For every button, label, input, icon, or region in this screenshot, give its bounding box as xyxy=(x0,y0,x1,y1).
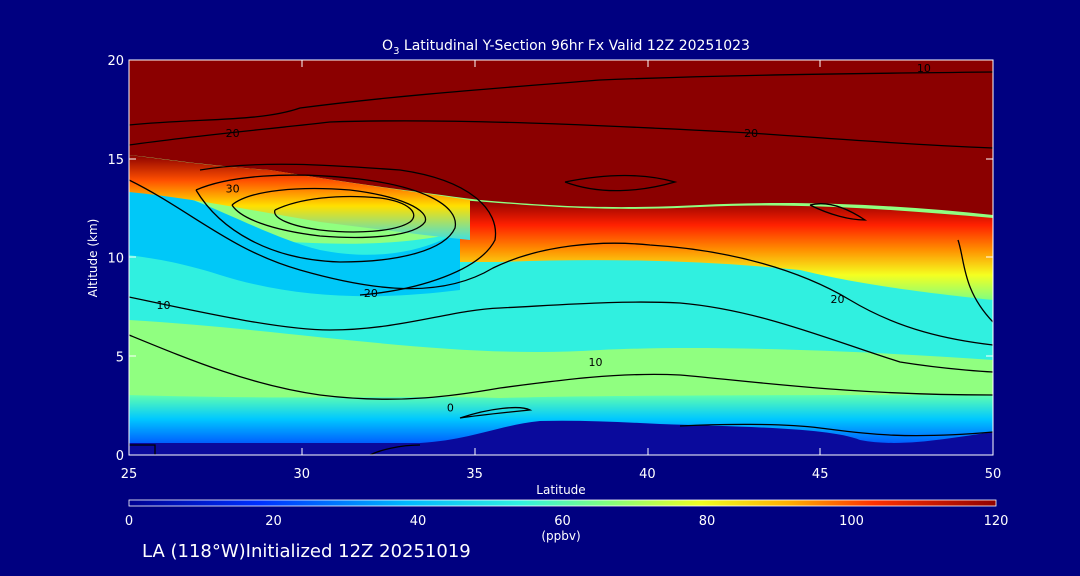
x-axis-label: Latitude xyxy=(536,483,585,497)
colorbar xyxy=(128,499,997,507)
field-tropopause-west xyxy=(129,155,470,240)
contour-line xyxy=(679,423,993,437)
y-tick-label: 10 xyxy=(107,252,124,267)
x-tick-label: 25 xyxy=(121,467,138,482)
contour-line xyxy=(957,239,993,323)
x-tick-labels: 25 30 35 40 45 50 xyxy=(121,467,1002,482)
contour-label: 10 xyxy=(917,62,931,75)
contour-line xyxy=(564,174,678,192)
y-axis-label: Altitude (km) xyxy=(86,219,100,298)
colorbar-tick-label: 40 xyxy=(410,514,427,529)
contour-label: 20 xyxy=(226,127,240,140)
contour-lines xyxy=(129,71,993,455)
contour-line xyxy=(231,187,427,239)
colorbar-tick-labels: 0 20 40 60 80 100 120 xyxy=(125,514,1009,529)
field-tropopause-east xyxy=(460,200,993,300)
y-tick-label: 15 xyxy=(107,153,124,168)
chart-title: O3 Latitudinal Y-Section 96hr Fx Valid 1… xyxy=(382,38,750,57)
y-tick-label: 20 xyxy=(107,54,124,69)
colorbar-tick-label: 100 xyxy=(839,514,864,529)
contour-label: 30 xyxy=(226,182,240,195)
contour-line xyxy=(129,334,993,400)
contour-line xyxy=(129,179,993,346)
x-tick-label: 50 xyxy=(985,467,1002,482)
colorbar-tick-label: 80 xyxy=(699,514,716,529)
contour-label: 10 xyxy=(157,299,171,312)
contour-label: 10 xyxy=(589,356,603,369)
contour-line xyxy=(129,120,993,149)
contour-line xyxy=(809,203,868,221)
y-tick-label: 0 xyxy=(116,449,124,464)
contour-line xyxy=(459,406,533,419)
x-tick-label: 45 xyxy=(812,467,829,482)
x-tick-label: 35 xyxy=(466,467,483,482)
ozone-field xyxy=(129,60,993,455)
initialized-label: LA (118°W)Initialized 12Z 20251019 xyxy=(142,541,471,562)
title-species: O xyxy=(382,38,393,54)
x-tick-label: 30 xyxy=(294,467,311,482)
title-rest: Latitudinal Y-Section 96hr Fx Valid 12Z … xyxy=(399,38,750,54)
y-tick-label: 5 xyxy=(116,350,124,365)
contour-line xyxy=(274,195,415,233)
field-upper-troposphere-west xyxy=(129,180,460,297)
colorbar-tick-label: 20 xyxy=(265,514,282,529)
contour-line xyxy=(129,444,421,455)
field-below-terrain xyxy=(129,420,993,455)
x-tick-label: 40 xyxy=(639,467,656,482)
colorbar-tick-label: 0 xyxy=(125,514,133,529)
contour-label: 20 xyxy=(744,127,758,140)
contour-line xyxy=(129,71,993,126)
colorbar-unit: (ppbv) xyxy=(541,529,580,543)
contour-line xyxy=(199,163,497,296)
field-stratosphere xyxy=(129,60,993,215)
contour-line xyxy=(195,174,456,263)
contour-line xyxy=(129,296,993,373)
contour-labels: 10 20 30 20 20 10 20 10 0 xyxy=(157,62,931,415)
colorbar-tick-label: 60 xyxy=(554,514,571,529)
contour-label: 0 xyxy=(447,402,454,415)
contour-label: 20 xyxy=(830,293,844,306)
y-tick-labels: 0 5 10 15 20 xyxy=(107,54,124,464)
colorbar-tick-label: 120 xyxy=(984,514,1009,529)
contour-label: 20 xyxy=(364,287,378,300)
axis-ticks xyxy=(129,60,993,455)
title-subscript: 3 xyxy=(393,46,399,57)
